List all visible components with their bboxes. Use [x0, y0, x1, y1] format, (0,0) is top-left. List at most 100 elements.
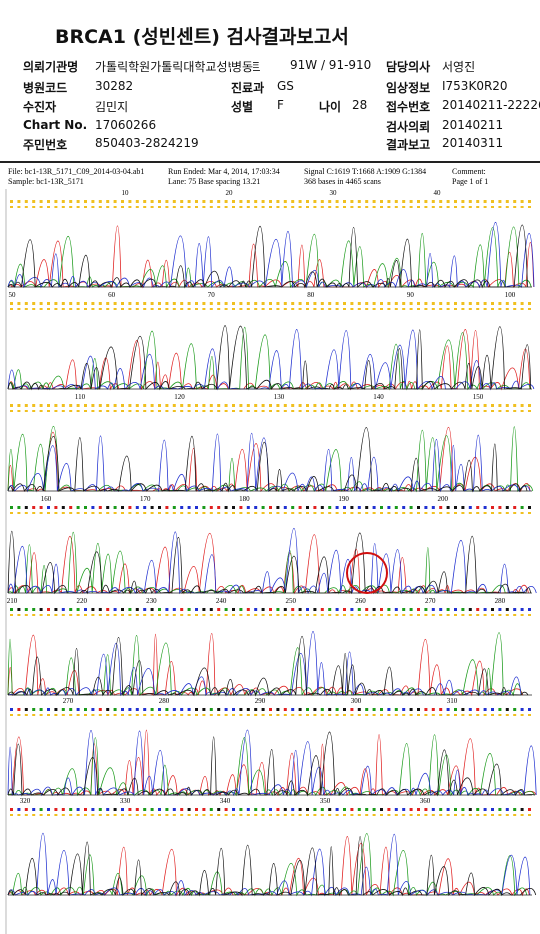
- quality-bar: [306, 714, 309, 716]
- quality-bar: [269, 614, 272, 616]
- quality-bar: [254, 410, 258, 412]
- quality-bar: [128, 206, 132, 208]
- comment-label: Comment:: [452, 167, 486, 176]
- quality-bar: [335, 206, 339, 208]
- quality-bar: [394, 808, 398, 811]
- quality-bar: [380, 814, 383, 816]
- quality-bar: [298, 512, 302, 514]
- quality-bar: [254, 714, 258, 716]
- quality-bar: [232, 608, 235, 611]
- quality-bar: [491, 614, 494, 616]
- quality-bar: [195, 410, 198, 412]
- quality-bar: [84, 302, 87, 305]
- quality-bar: [187, 308, 191, 310]
- quality-bar: [313, 308, 317, 310]
- quality-bar: [528, 512, 531, 514]
- quality-bar: [10, 308, 13, 310]
- position-label: 100: [505, 291, 516, 299]
- quality-bar: [246, 200, 250, 203]
- quality-bar: [158, 608, 161, 611]
- quality-bar: [409, 808, 413, 811]
- quality-bar: [468, 200, 472, 203]
- quality-bar: [195, 708, 198, 711]
- quality-bar: [291, 714, 295, 716]
- quality-bar: [461, 512, 465, 514]
- chromatogram: 10 20 30 40 50 60 70 80 90 100 110 120 130 140 150 160 1…: [5, 189, 537, 934]
- quality-bar: [106, 200, 110, 203]
- quality-bar: [387, 506, 391, 509]
- quality-bar: [328, 200, 332, 203]
- quality-bar: [180, 410, 184, 412]
- quality-bar: [513, 302, 517, 305]
- quality-bar: [91, 814, 95, 816]
- quality-bar: [172, 302, 176, 305]
- quality-bar: [47, 714, 50, 716]
- quality-bar: [69, 206, 73, 208]
- quality-bar: [84, 308, 87, 310]
- quality-bar: [180, 512, 184, 514]
- quality-bar: [476, 714, 480, 716]
- quality-bar: [505, 506, 509, 509]
- quality-bar: [224, 506, 228, 509]
- quality-bar: [343, 308, 346, 310]
- quality-bar: [313, 714, 317, 716]
- quality-bar: [491, 808, 494, 811]
- quality-bar: [224, 512, 228, 514]
- quality-bar: [372, 404, 376, 407]
- quality-bar: [239, 614, 243, 616]
- quality-bar: [498, 614, 502, 616]
- quality-bar: [298, 308, 302, 310]
- quality-bar: [150, 614, 154, 616]
- quality-bar: [239, 808, 243, 811]
- field-label: 접수번호: [386, 100, 431, 114]
- field-label: 담당의사: [386, 60, 431, 74]
- quality-bar: [17, 308, 21, 310]
- quality-bar: [98, 206, 102, 208]
- quality-bar: [61, 814, 65, 816]
- quality-bar: [32, 814, 36, 816]
- quality-bar: [195, 814, 198, 816]
- quality-bar: [439, 714, 443, 716]
- quality-bar: [476, 512, 480, 514]
- quality-bar: [187, 302, 191, 305]
- quality-bar: [409, 614, 413, 616]
- quality-bar: [461, 614, 465, 616]
- quality-bar: [150, 302, 154, 305]
- quality-bar: [335, 814, 339, 816]
- position-label: 50: [9, 291, 17, 299]
- quality-bar: [54, 512, 58, 514]
- quality-bar: [328, 410, 332, 412]
- quality-bar: [365, 308, 369, 310]
- quality-bar: [387, 200, 391, 203]
- quality-bar: [217, 614, 221, 616]
- quality-bar: [91, 410, 95, 412]
- quality-bar: [298, 608, 302, 611]
- quality-bar: [387, 512, 391, 514]
- quality-bar: [84, 410, 87, 412]
- position-label: 220: [76, 597, 87, 605]
- quality-bar: [61, 410, 65, 412]
- quality-bar: [158, 614, 161, 616]
- quality-bar: [239, 714, 243, 716]
- quality-bar: [454, 512, 457, 514]
- quality-bar: [150, 404, 154, 407]
- quality-bar: [446, 614, 450, 616]
- quality-bar: [209, 506, 213, 509]
- position-label: 30: [330, 189, 338, 197]
- quality-bar: [165, 614, 169, 616]
- quality-bar: [387, 608, 391, 611]
- quality-bar: [505, 308, 509, 310]
- quality-bar: [106, 814, 110, 816]
- quality-bar: [350, 708, 354, 711]
- quality-bar: [239, 512, 243, 514]
- quality-bar: [357, 814, 361, 816]
- quality-bar: [528, 506, 531, 509]
- quality-bar: [84, 404, 87, 407]
- quality-bar: [350, 608, 354, 611]
- quality-bar: [461, 714, 465, 716]
- quality-bar: [32, 614, 36, 616]
- quality-bar: [69, 308, 73, 310]
- quality-bar: [431, 614, 435, 616]
- quality-bar: [39, 614, 43, 616]
- quality-bar: [409, 506, 413, 509]
